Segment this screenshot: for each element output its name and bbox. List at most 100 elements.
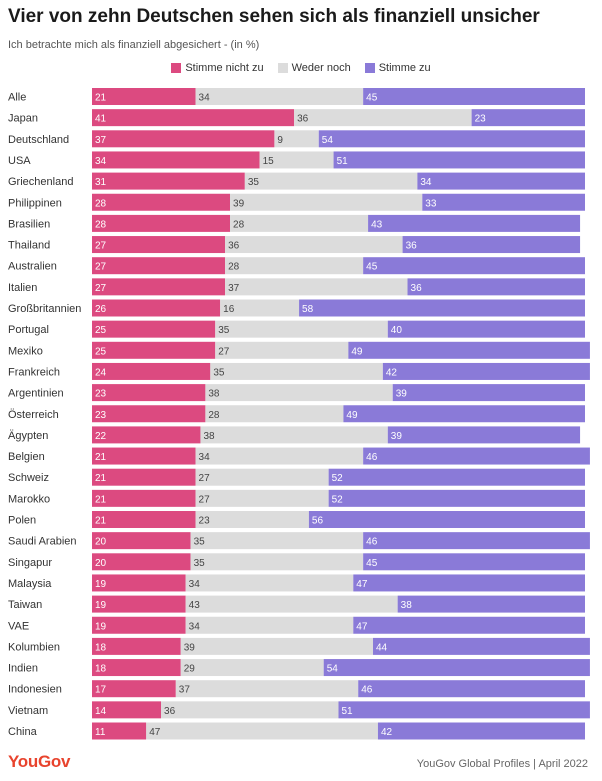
bar-segment-agree <box>363 257 585 275</box>
data-label-disagree: 19 <box>95 579 107 590</box>
data-label-agree: 52 <box>332 494 344 505</box>
category-label: USA <box>8 155 31 167</box>
bar-segment-agree <box>318 130 585 148</box>
bar-segment-disagree <box>92 151 260 169</box>
data-label-disagree: 17 <box>95 685 107 696</box>
data-label-agree: 39 <box>391 431 403 442</box>
bar-segment-agree <box>333 151 585 169</box>
data-label-disagree: 11 <box>95 727 106 738</box>
data-label-agree: 46 <box>366 537 378 548</box>
yougov-logo: YouGov <box>8 752 71 771</box>
bar-segment-neutral <box>274 130 319 148</box>
data-label-neutral: 16 <box>223 304 235 315</box>
data-label-neutral: 28 <box>228 262 240 273</box>
data-label-neutral: 15 <box>263 156 275 167</box>
data-label-agree: 52 <box>332 473 344 484</box>
bar-segment-neutral <box>244 172 418 190</box>
data-label-neutral: 34 <box>189 579 201 590</box>
category-label: Belgien <box>8 451 45 463</box>
data-label-disagree: 25 <box>95 325 107 336</box>
data-label-disagree: 21 <box>95 516 107 527</box>
bar-segment-neutral <box>220 299 300 317</box>
bar-segment-disagree <box>92 659 181 677</box>
bar-segment-neutral <box>225 278 408 296</box>
bar-segment-disagree <box>92 384 206 402</box>
data-label-disagree: 28 <box>95 219 107 230</box>
data-label-disagree: 22 <box>95 431 107 442</box>
bar-segment-agree <box>358 680 585 698</box>
data-label-agree: 44 <box>376 642 388 653</box>
bar-segment-neutral <box>205 405 344 423</box>
legend-label-disagree: Stimme nicht zu <box>185 62 264 74</box>
bar-segment-neutral <box>215 341 349 359</box>
legend-swatch-agree <box>364 63 375 73</box>
data-label-disagree: 19 <box>95 600 107 611</box>
data-label-disagree: 25 <box>95 346 107 357</box>
data-label-neutral: 35 <box>218 325 230 336</box>
bar-segment-agree <box>353 616 585 634</box>
data-label-disagree: 18 <box>95 642 107 653</box>
data-label-agree: 47 <box>356 621 368 632</box>
bar-segment-agree <box>387 426 581 444</box>
data-label-neutral: 39 <box>184 642 196 653</box>
bar-segment-disagree <box>92 278 226 296</box>
data-label-agree: 51 <box>342 706 354 717</box>
data-label-agree: 34 <box>420 177 432 188</box>
data-label-neutral: 9 <box>277 135 283 146</box>
category-label: Indonesien <box>8 684 62 696</box>
bar-segment-agree <box>308 511 585 528</box>
data-label-neutral: 23 <box>199 516 211 527</box>
bar-segment-disagree <box>92 680 176 698</box>
data-label-neutral: 36 <box>297 114 309 125</box>
bar-segment-agree <box>363 553 585 571</box>
bar-segment-disagree <box>92 236 226 254</box>
data-label-disagree: 18 <box>95 664 107 675</box>
bar-segment-disagree <box>92 468 196 486</box>
data-label-disagree: 21 <box>95 494 107 505</box>
bar-segment-agree <box>363 88 585 105</box>
data-label-neutral: 28 <box>233 219 245 230</box>
bar-segment-disagree <box>92 511 196 528</box>
category-label: Ägypten <box>8 430 48 442</box>
category-label: Taiwan <box>8 599 42 611</box>
data-label-agree: 47 <box>356 579 368 590</box>
bar-segment-disagree <box>92 701 162 719</box>
data-label-agree: 45 <box>366 93 378 104</box>
bar-segment-agree <box>363 447 590 465</box>
data-label-neutral: 38 <box>203 431 215 442</box>
data-label-neutral: 35 <box>194 537 206 548</box>
bar-segment-agree <box>328 489 585 507</box>
data-label-agree: 42 <box>386 367 398 378</box>
category-label: Marokko <box>8 493 50 505</box>
data-label-neutral: 36 <box>228 241 240 252</box>
bar-segment-agree <box>387 320 585 338</box>
data-label-neutral: 36 <box>164 706 176 717</box>
data-label-neutral: 35 <box>248 177 260 188</box>
bar-segment-agree <box>422 193 585 211</box>
data-label-disagree: 21 <box>95 473 107 484</box>
category-label: Malaysia <box>8 578 52 590</box>
bar-segment-disagree <box>92 130 275 148</box>
legend-swatch-disagree <box>171 63 182 73</box>
bar-segment-agree <box>373 637 590 655</box>
bar-segment-neutral <box>195 447 364 465</box>
bar-segment-neutral <box>195 489 329 507</box>
bar-segment-neutral <box>185 574 354 592</box>
bar-segment-neutral <box>294 109 472 127</box>
data-label-neutral: 37 <box>228 283 240 294</box>
bar-segment-disagree <box>92 637 181 655</box>
data-label-agree: 36 <box>406 241 418 252</box>
bar-segment-neutral <box>190 532 364 550</box>
category-label: Griechenland <box>8 176 73 188</box>
bar-segment-agree <box>348 341 590 359</box>
data-label-neutral: 27 <box>199 473 211 484</box>
data-label-agree: 23 <box>475 114 487 125</box>
bar-segment-agree <box>471 109 585 127</box>
data-label-disagree: 20 <box>95 537 107 548</box>
bar-segment-neutral <box>195 468 329 486</box>
data-label-neutral: 27 <box>218 346 230 357</box>
bar-segment-agree <box>328 468 585 486</box>
bar-segment-neutral <box>210 362 383 380</box>
bar-segment-disagree <box>92 405 206 423</box>
